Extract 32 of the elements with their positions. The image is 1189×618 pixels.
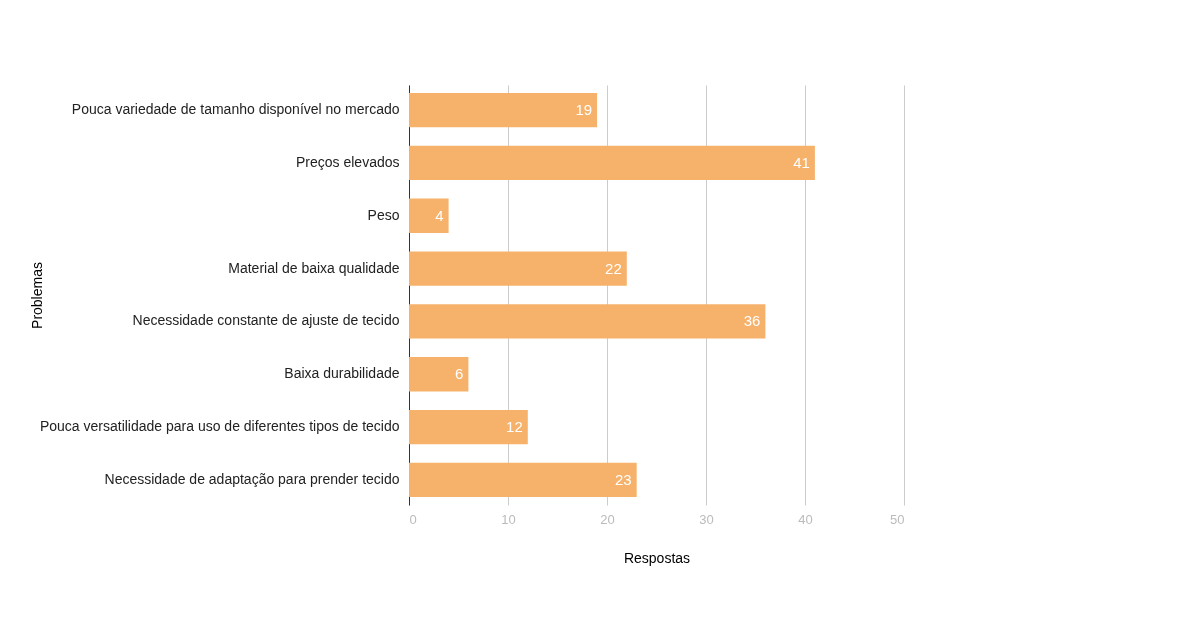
bar <box>409 198 449 233</box>
data-label: 12 <box>506 418 523 436</box>
y-tick-label: Material de baixa qualidade <box>228 259 400 276</box>
bar <box>409 409 528 445</box>
y-tick-label: Pouca versatilidade para uso de diferentes tipos de tecido <box>39 418 400 435</box>
y-tick-label: Necessidade de adaptação para prender tecido <box>104 470 400 487</box>
data-label: 6 <box>455 365 464 383</box>
bar <box>409 92 598 128</box>
bar <box>409 304 766 339</box>
data-label: 22 <box>605 259 622 277</box>
data-label: 19 <box>575 101 593 119</box>
y-tick-label: Pouca variedade de tamanho disponível no mercado <box>71 101 400 118</box>
y-tick-label: Necessidade constante de ajuste de tecido <box>132 312 400 329</box>
x-tick-label: 20 <box>600 511 615 527</box>
bar <box>409 357 469 392</box>
x-tick-label: 10 <box>501 511 516 527</box>
data-label: 41 <box>793 153 810 171</box>
bar <box>409 462 637 498</box>
data-label: 4 <box>435 206 444 224</box>
bar <box>409 145 815 181</box>
y-tick-label: Preços elevados <box>295 153 400 170</box>
x-tick-label: 50 <box>890 511 905 527</box>
x-tick-label: 30 <box>699 511 714 527</box>
bar <box>409 251 627 286</box>
y-tick-label: Baixa durabilidade <box>284 365 400 382</box>
data-label: 23 <box>615 470 632 488</box>
y-axis-title: Problemas <box>28 262 45 329</box>
y-tick-label: Peso <box>367 206 400 223</box>
x-axis-title: Respostas <box>623 549 691 566</box>
x-tick-label: 0 <box>409 511 417 527</box>
x-tick-label: 40 <box>798 511 813 527</box>
data-label: 36 <box>743 312 761 330</box>
